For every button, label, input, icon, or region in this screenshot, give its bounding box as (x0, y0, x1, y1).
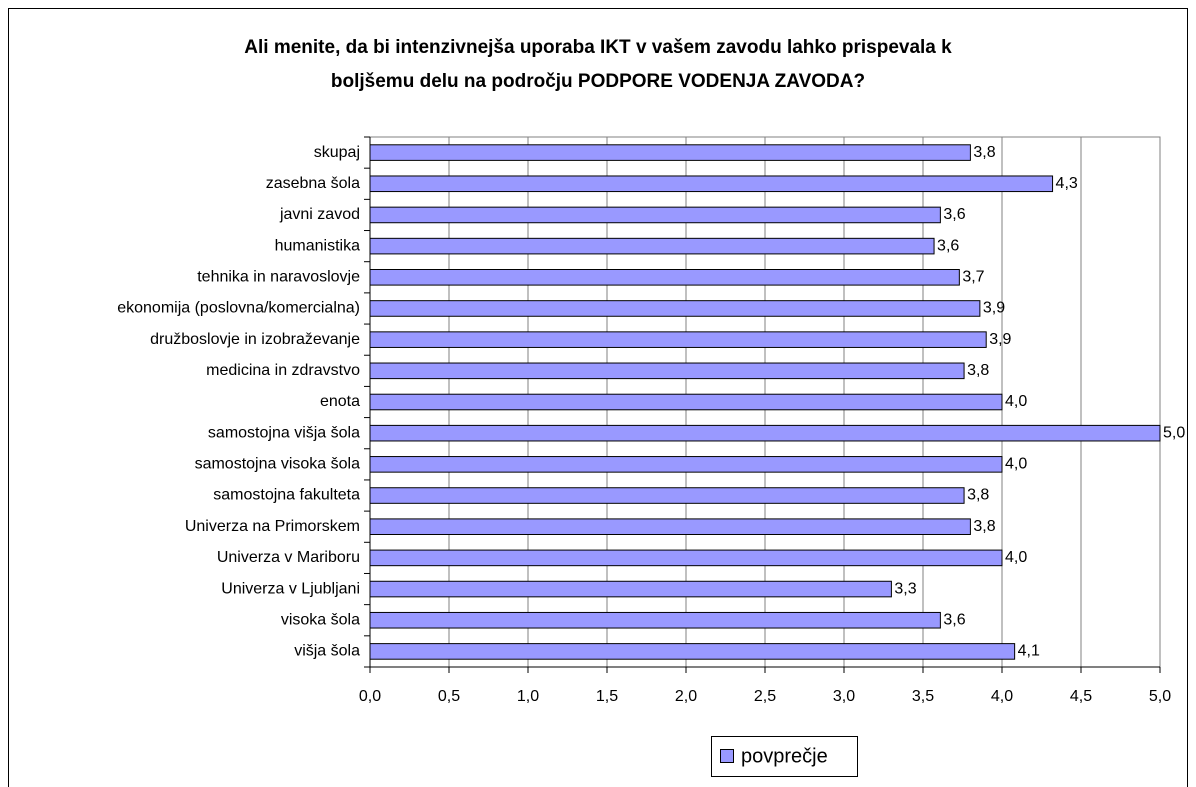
bar (369, 549, 1003, 567)
value-label: 3,8 (973, 144, 995, 161)
y-tick-label: samostojna fakulteta (213, 487, 360, 504)
value-label: 3,8 (967, 362, 989, 379)
y-tick-label: zasebna šola (266, 175, 360, 192)
value-label: 3,6 (943, 206, 965, 223)
y-tick-label: javni zavod (279, 206, 360, 223)
y-tick-label: medicina in zdravstvo (206, 362, 360, 379)
chart-title: boljšemu delu na področju PODPORE VODENJ… (331, 71, 865, 92)
y-tick-label: humanistika (275, 237, 360, 254)
y-tick-label: Univerza na Primorskem (185, 518, 360, 535)
bar (369, 144, 971, 161)
x-tick-label: 2,5 (754, 688, 776, 705)
x-tick-label: 3,5 (912, 688, 934, 705)
y-tick-label: družboslovje in izobraževanje (150, 331, 360, 348)
value-label: 3,8 (967, 487, 989, 504)
x-tick-label: 2,0 (675, 688, 697, 705)
value-label: 3,6 (943, 611, 965, 628)
bar (369, 393, 1003, 411)
value-label: 3,9 (983, 300, 1005, 317)
x-tick-label: 5,0 (1149, 688, 1171, 705)
value-label: 3,6 (937, 237, 959, 254)
bar (369, 424, 1161, 442)
bar (369, 518, 971, 535)
value-label: 5,0 (1163, 424, 1185, 441)
y-tick-label: samostojna visoka šola (195, 456, 361, 473)
x-tick-label: 0,0 (359, 688, 381, 705)
y-tick-label: tehnika in naravoslovje (197, 269, 360, 286)
x-tick-label: 3,0 (833, 688, 855, 705)
value-label: 3,8 (973, 518, 995, 535)
y-tick-label: samostojna višja šola (208, 424, 360, 441)
legend-label: povprečje (741, 745, 828, 767)
y-tick-label: Univerza v Ljubljani (221, 580, 360, 597)
y-tick-label: ekonomija (poslovna/komercialna) (117, 300, 360, 317)
y-tick-label: višja šola (294, 643, 360, 660)
y-tick-label: Univerza v Mariboru (217, 549, 360, 566)
x-tick-label: 0,5 (438, 688, 460, 705)
x-tick-label: 1,5 (596, 688, 618, 705)
bar (369, 300, 981, 317)
bar (369, 269, 960, 286)
legend-swatch (720, 749, 734, 763)
bar (369, 206, 941, 224)
value-label: 4,3 (1056, 175, 1078, 192)
y-tick-label: enota (320, 393, 360, 410)
bar (369, 456, 1003, 473)
bar (369, 362, 965, 380)
value-label: 3,9 (989, 331, 1011, 348)
bar (369, 175, 1054, 193)
bar (369, 237, 935, 255)
value-label: 3,3 (894, 580, 916, 597)
bar (369, 580, 892, 598)
bar (369, 331, 987, 348)
chart-title: Ali menite, da bi intenzivnejša uporaba … (244, 37, 952, 58)
bar (369, 487, 965, 504)
x-tick-label: 1,0 (517, 688, 539, 705)
value-label: 3,7 (962, 269, 984, 286)
bar (369, 611, 941, 629)
bar (369, 643, 1016, 660)
value-label: 4,0 (1005, 456, 1027, 473)
value-label: 4,0 (1005, 393, 1027, 410)
x-tick-label: 4,5 (1070, 688, 1092, 705)
y-tick-label: skupaj (314, 144, 360, 161)
y-tick-label: visoka šola (281, 611, 360, 628)
x-tick-label: 4,0 (991, 688, 1013, 705)
legend-box (711, 736, 858, 777)
value-label: 4,0 (1005, 549, 1027, 566)
value-label: 4,1 (1018, 643, 1040, 660)
